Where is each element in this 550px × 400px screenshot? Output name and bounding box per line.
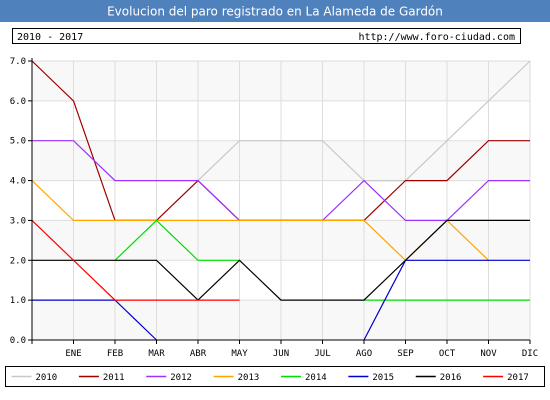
period-label: 2010 - 2017 — [17, 32, 83, 43]
legend: 2010 2011 2012 2013 2014 2015 2016 2017 — [5, 366, 545, 387]
y-tick-label: 6.0 — [10, 97, 26, 107]
x-tick-label: ABR — [190, 349, 207, 359]
legend-label-2011: 2011 — [103, 373, 125, 383]
x-tick-label: JUL — [314, 349, 330, 359]
series-line-2010 — [156, 60, 531, 221]
x-tick-label: OCT — [439, 349, 456, 359]
y-tick-label: 4.0 — [10, 177, 26, 187]
series-lines — [31, 60, 531, 341]
site-url-label: http://www.foro-ciudad.com — [358, 32, 515, 43]
legend-label-2012: 2012 — [170, 373, 192, 383]
info-bar — [12, 28, 521, 44]
x-tick-label: FEB — [107, 349, 123, 359]
title-bar — [0, 0, 550, 22]
x-tick-label: JUN — [273, 349, 289, 359]
series-line-2017 — [31, 219, 240, 301]
x-tick-label: DIC — [522, 349, 538, 359]
x-tick-label: SEP — [397, 349, 414, 359]
legend-label-2013: 2013 — [238, 373, 260, 383]
series-line-2014 — [114, 219, 530, 301]
y-tick-label: 3.0 — [10, 216, 26, 226]
x-tick-label: MAR — [148, 349, 165, 359]
series-line-2015 — [32, 259, 530, 341]
legend-label-2010: 2010 — [36, 373, 58, 383]
legend-label-2014: 2014 — [305, 373, 327, 383]
y-axis-ticks: 0.0 1.0 2.0 3.0 4.0 5.0 6.0 7.0 — [10, 57, 32, 346]
x-tick-label: ENE — [65, 349, 81, 359]
x-tick-label: AGO — [356, 349, 372, 359]
series-line-2016 — [32, 219, 530, 301]
x-axis-ticks: ENE FEB MAR ABR MAY JUN JUL AGO SEP OCT NOV DIC — [31, 340, 538, 359]
y-tick-label: 1.0 — [10, 296, 26, 306]
y-tick-label: 2.0 — [10, 256, 26, 266]
legend-box — [5, 366, 545, 387]
legend-label-2016: 2016 — [440, 373, 462, 383]
legend-label-2017: 2017 — [507, 373, 529, 383]
y-tick-label: 7.0 — [10, 57, 26, 67]
chart-title: Evolucion del paro registrado en La Alam… — [107, 5, 443, 19]
y-tick-label: 0.0 — [10, 336, 26, 346]
x-tick-label: MAY — [231, 349, 248, 359]
x-tick-label: NOV — [480, 349, 497, 359]
y-tick-label: 5.0 — [10, 137, 26, 147]
legend-label-2015: 2015 — [372, 373, 394, 383]
